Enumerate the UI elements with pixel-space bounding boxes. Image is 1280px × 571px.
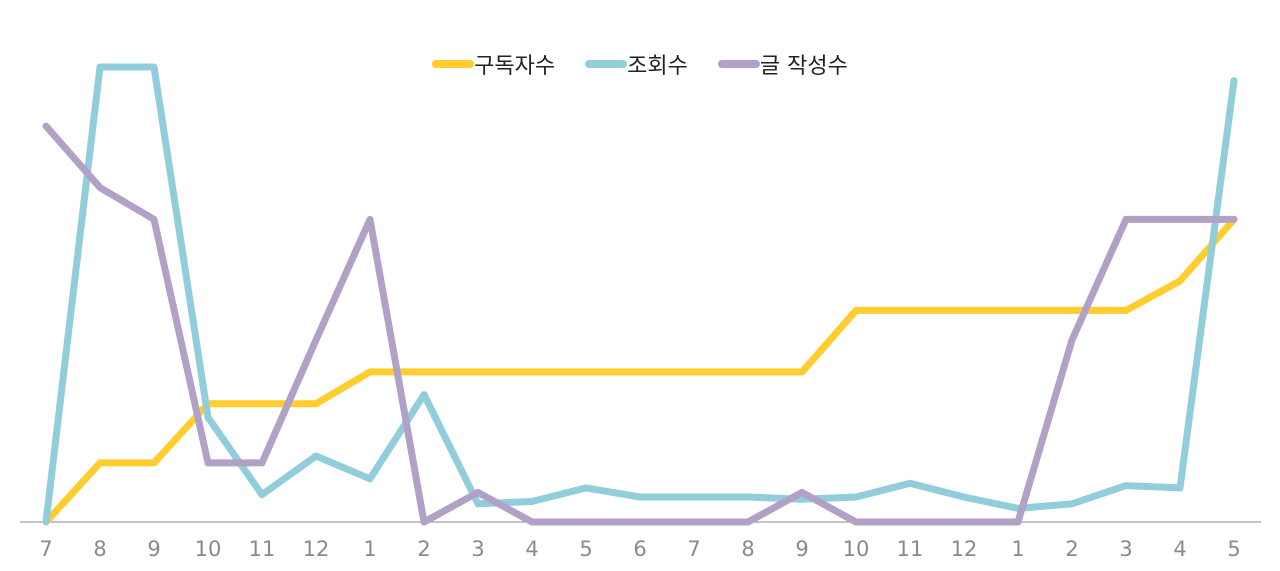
x-tick-label: 5 [579,537,592,561]
legend-swatch [432,60,475,68]
x-tick-label: 6 [633,537,646,561]
x-tick-label: 9 [795,537,808,561]
x-tick-label: 7 [687,537,700,561]
x-tick-label: 2 [1065,537,1078,561]
legend-item-subscribers: 구독자수 [432,48,555,80]
series-line-2 [42,122,1238,526]
series-line-0 [42,215,1238,526]
x-tick-label: 10 [843,537,870,561]
legend-item-views: 조회수 [585,48,688,80]
x-tick-label: 11 [249,537,276,561]
series-line-1 [42,63,1238,526]
x-tick-label: 1 [363,537,376,561]
legend-label: 구독자수 [474,54,556,79]
x-tick-label: 12 [303,537,330,561]
x-tick-labels: 7 8 9 10 11 12 1 2 3 4 5 6 7 8 9 10 11 12 1 2 3 4 5 [39,537,1240,561]
x-tick-label: 7 [39,537,52,561]
x-tick-label: 4 [525,537,538,561]
x-tick-label: 2 [417,537,430,561]
legend-swatch [585,60,628,68]
series-layer [42,63,1238,526]
x-tick-label: 9 [147,537,160,561]
legend: 구독자수 조회수 글 작성수 [0,48,1280,80]
legend-item-posts: 글 작성수 [717,48,848,80]
x-tick-label: 10 [195,537,222,561]
x-tick-label: 11 [897,537,924,561]
x-tick-label: 8 [93,537,106,561]
x-tick-label: 5 [1227,537,1240,561]
x-tick-label: 4 [1173,537,1186,561]
x-tick-label: 8 [741,537,754,561]
x-tick-label: 1 [1011,537,1024,561]
x-tick-label: 3 [1119,537,1132,561]
legend-label: 조회수 [627,54,688,79]
x-tick-label: 3 [471,537,484,561]
legend-swatch [717,60,760,68]
x-tick-label: 12 [951,537,978,561]
legend-label: 글 작성수 [759,54,848,79]
